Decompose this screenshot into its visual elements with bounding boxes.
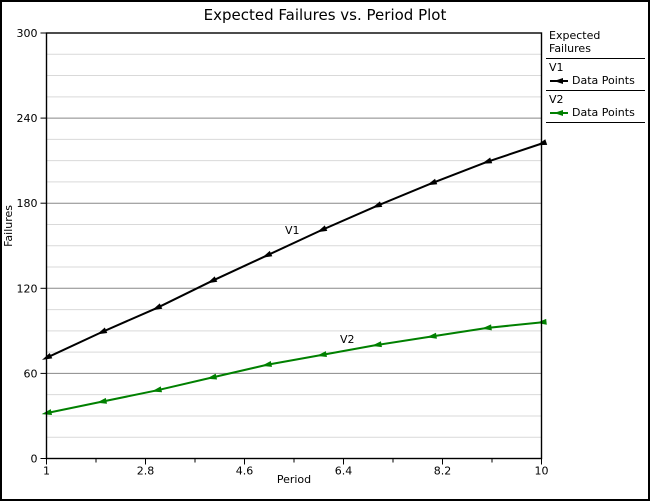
svg-text:2.8: 2.8: [137, 465, 155, 478]
svg-text:0: 0: [31, 453, 38, 466]
svg-text:180: 180: [17, 197, 38, 210]
line-arrow-marker-icon: [550, 77, 568, 84]
legend-series-label-v1: Data Points: [572, 74, 635, 87]
chart-title: Expected Failures vs. Period Plot: [203, 6, 447, 24]
legend-entry-v1: V1 Data Points: [546, 59, 645, 91]
svg-text:60: 60: [24, 367, 38, 380]
legend-entry-v2: V2 Data Points: [546, 91, 645, 123]
legend-series-name-v1: V1: [549, 61, 564, 74]
svg-text:10: 10: [535, 465, 549, 478]
legend-series-label-v2: Data Points: [572, 106, 635, 119]
legend: Expected Failures V1 Data Points V2 Data…: [546, 28, 645, 123]
svg-text:1: 1: [43, 465, 50, 478]
svg-text:240: 240: [17, 112, 38, 125]
legend-series-name-v2: V2: [549, 93, 564, 106]
series-inline-label-v1: V1: [285, 224, 300, 237]
svg-text:8.2: 8.2: [434, 465, 452, 478]
y-axis-label: Failures: [2, 205, 15, 247]
x-axis-label: Period: [276, 473, 312, 486]
svg-text:4.6: 4.6: [236, 465, 254, 478]
svg-text:120: 120: [17, 282, 38, 295]
svg-text:300: 300: [17, 27, 38, 40]
svg-text:6.4: 6.4: [335, 465, 353, 478]
legend-header: Expected Failures: [546, 28, 645, 59]
series-inline-label-v2: V2: [340, 333, 355, 346]
line-arrow-marker-icon: [550, 109, 568, 116]
